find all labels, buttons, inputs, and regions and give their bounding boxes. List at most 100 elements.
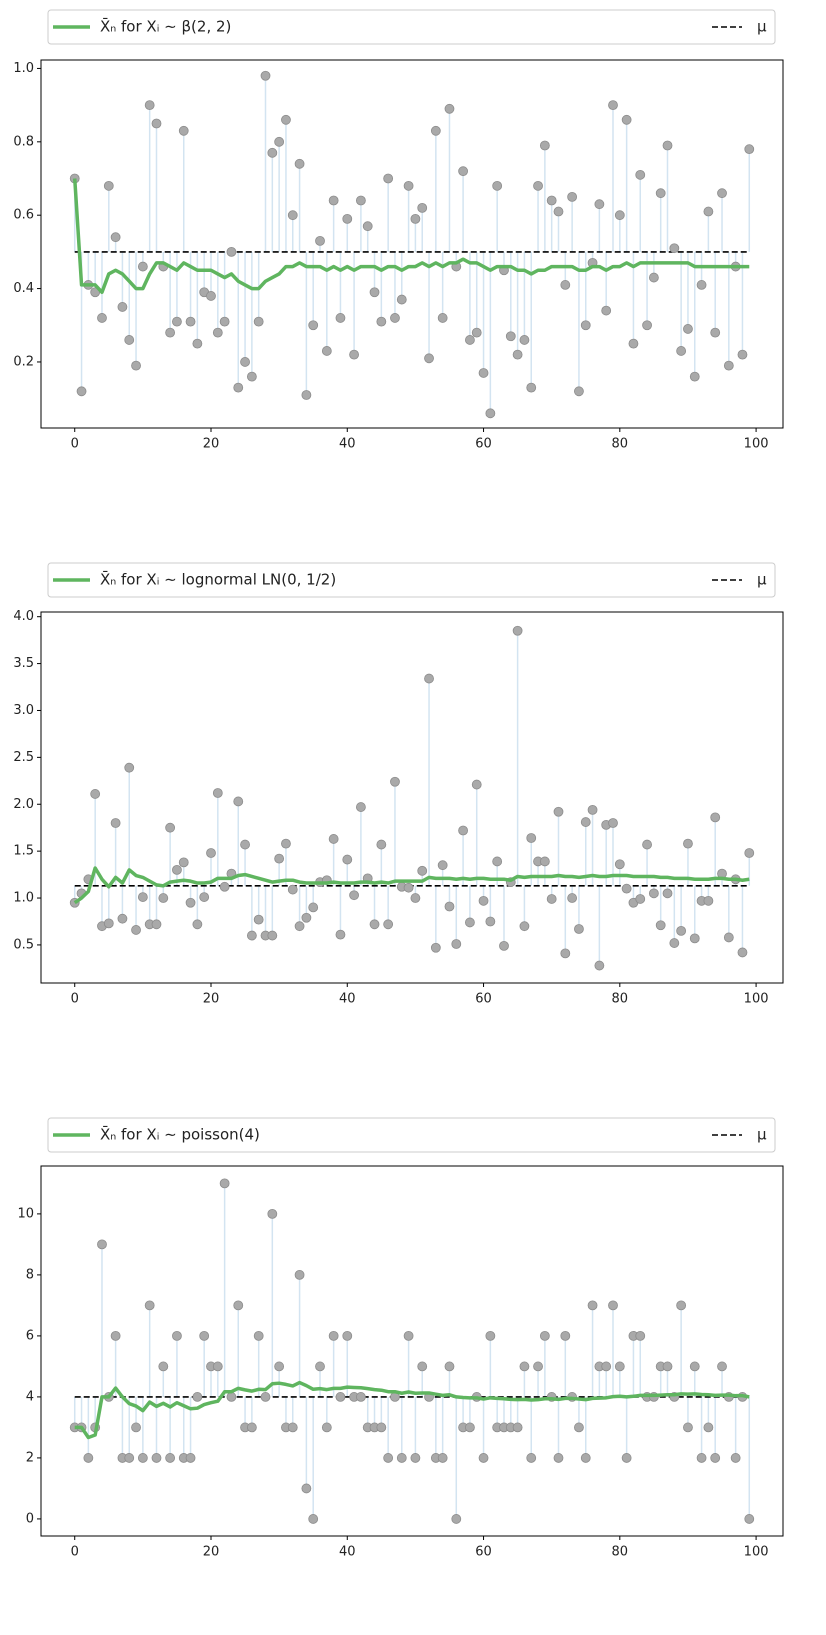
sample-marker xyxy=(676,1300,687,1311)
sample-marker xyxy=(287,1422,298,1433)
sample-marker xyxy=(703,1422,714,1433)
sample-marker xyxy=(437,860,448,871)
sample-marker xyxy=(608,818,618,828)
sample-marker xyxy=(328,195,339,206)
sample-marker xyxy=(355,1392,366,1402)
sample-marker xyxy=(526,382,537,393)
sample-marker xyxy=(110,818,121,828)
axes-frame xyxy=(40,611,784,984)
sample-marker xyxy=(192,1392,203,1402)
sample-marker xyxy=(124,1453,135,1463)
sample-marker xyxy=(383,173,394,184)
x-tick-label: 40 xyxy=(339,992,356,1007)
x-tick-label: 20 xyxy=(203,992,220,1007)
sample-marker xyxy=(587,804,598,815)
sample-marker xyxy=(662,140,673,151)
sample-marker xyxy=(437,313,448,323)
sample-marker xyxy=(478,1453,489,1463)
sample-marker xyxy=(574,924,584,934)
sample-marker xyxy=(144,1300,155,1311)
y-tick-label: 4.0 xyxy=(13,609,34,624)
y-tick-label: 1.5 xyxy=(13,844,34,859)
x-tick-label: 0 xyxy=(71,992,79,1007)
sample-marker xyxy=(233,382,244,393)
y-tick-label: 4 xyxy=(26,1389,34,1404)
sample-marker xyxy=(580,817,591,827)
sample-marker xyxy=(662,1361,673,1372)
legend-box xyxy=(47,562,776,598)
sample-marker xyxy=(410,1453,421,1463)
sample-marker xyxy=(267,1208,278,1219)
sample-marker xyxy=(635,169,646,180)
legend-label: X̄ₙ for Xᵢ ∼ β(2, 2) xyxy=(100,17,231,36)
sample-marker xyxy=(710,812,721,823)
y-tick-label: 0.5 xyxy=(13,937,34,952)
sample-marker xyxy=(703,206,714,217)
x-tick-label: 40 xyxy=(339,437,356,452)
sample-marker xyxy=(274,853,285,864)
sample-marker xyxy=(642,320,652,331)
sample-marker xyxy=(212,1361,223,1372)
sample-marker xyxy=(233,1300,244,1311)
sample-marker xyxy=(355,802,366,812)
sample-marker xyxy=(342,854,353,865)
sample-marker xyxy=(519,335,530,345)
sample-marker xyxy=(185,897,196,908)
x-tick-label: 100 xyxy=(744,437,769,452)
sample-marker xyxy=(376,839,387,850)
sample-marker xyxy=(172,316,182,327)
sample-marker xyxy=(396,294,407,305)
sample-marker xyxy=(594,960,605,971)
sample-marker xyxy=(301,912,312,923)
sample-marker xyxy=(137,1453,148,1463)
y-tick-label: 0.8 xyxy=(13,134,34,149)
sample-marker xyxy=(90,789,101,799)
sample-marker xyxy=(144,100,155,111)
sample-marker xyxy=(328,834,339,844)
sample-marker xyxy=(730,1453,741,1463)
sample-marker xyxy=(574,1422,584,1433)
sample-marker xyxy=(478,368,489,378)
running-mean-line xyxy=(72,178,750,294)
sample-marker xyxy=(274,136,285,147)
sample-marker xyxy=(417,1361,428,1372)
sample-marker xyxy=(287,210,298,221)
sample-marker xyxy=(526,1453,537,1463)
sample-marker xyxy=(165,1453,176,1463)
sample-marker xyxy=(471,327,482,338)
sample-marker xyxy=(669,243,680,254)
sample-marker xyxy=(233,796,244,807)
x-tick-label: 100 xyxy=(744,992,769,1007)
sample-marker xyxy=(424,673,434,684)
sample-marker xyxy=(240,357,250,367)
sample-marker xyxy=(635,894,646,904)
sample-marker xyxy=(219,316,230,327)
sample-marker xyxy=(703,895,714,906)
sample-marker xyxy=(124,335,135,345)
sample-marker xyxy=(103,180,114,191)
sample-marker xyxy=(683,324,693,334)
sample-marker xyxy=(294,1269,305,1280)
sample-marker xyxy=(321,346,332,356)
sample-marker xyxy=(614,859,625,870)
sample-marker xyxy=(328,1331,339,1341)
sample-marker xyxy=(294,158,305,169)
sample-marker xyxy=(362,221,373,232)
sample-marker xyxy=(281,838,291,849)
sample-marker xyxy=(580,320,591,331)
sample-marker xyxy=(199,1331,210,1341)
sample-marker xyxy=(717,1361,727,1372)
sample-marker xyxy=(635,1331,646,1341)
sample-marker xyxy=(744,848,755,858)
sample-marker xyxy=(505,331,516,342)
y-tick-label: 1.0 xyxy=(13,61,34,76)
sample-marker xyxy=(117,913,128,924)
sample-marker xyxy=(444,901,455,912)
sample-marker xyxy=(594,199,605,210)
sample-marker xyxy=(376,316,387,327)
sample-marker xyxy=(131,360,141,371)
sample-marker xyxy=(648,888,659,899)
sample-marker xyxy=(151,919,162,930)
sample-marker xyxy=(492,856,503,867)
